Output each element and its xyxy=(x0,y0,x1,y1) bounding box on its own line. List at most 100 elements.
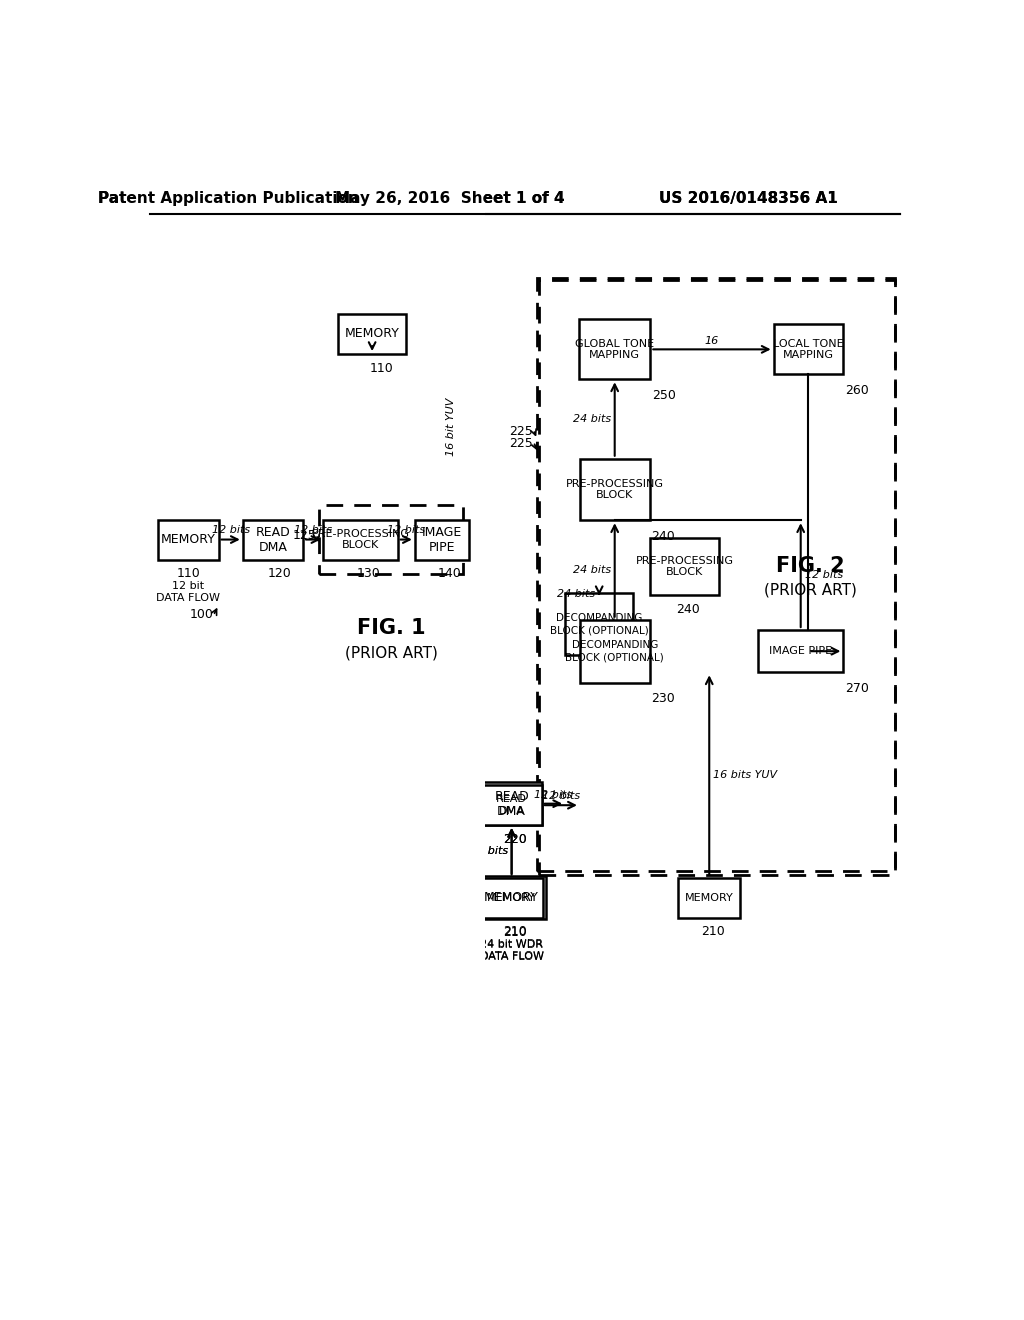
Text: 260: 260 xyxy=(845,384,868,396)
Text: 16 bit YUV: 16 bit YUV xyxy=(445,397,456,455)
Bar xyxy=(128,158,484,1006)
Text: 230: 230 xyxy=(651,692,675,705)
Text: 24 bit WDR
DATA FLOW: 24 bit WDR DATA FLOW xyxy=(479,940,544,962)
Text: 110: 110 xyxy=(176,568,201,581)
Text: 200: 200 xyxy=(453,744,477,758)
Text: 240: 240 xyxy=(677,603,700,616)
Text: 125: 125 xyxy=(293,529,316,543)
Text: US 2016/0148356 A1: US 2016/0148356 A1 xyxy=(658,191,838,206)
Bar xyxy=(580,459,649,520)
Bar xyxy=(319,506,463,574)
Text: 12 bits: 12 bits xyxy=(387,525,425,535)
Text: IMAGE PIPE: IMAGE PIPE xyxy=(769,647,833,656)
Text: FIG. 2: FIG. 2 xyxy=(776,557,845,577)
Bar xyxy=(415,520,469,560)
Bar xyxy=(773,325,844,375)
Text: 120: 120 xyxy=(267,568,291,581)
Bar xyxy=(579,319,650,379)
Text: 220: 220 xyxy=(504,833,527,846)
Text: PRE-PROCESSING
BLOCK: PRE-PROCESSING BLOCK xyxy=(311,529,410,550)
Text: 24 bit WDR
DATA FLOW: 24 bit WDR DATA FLOW xyxy=(479,940,544,961)
Text: MEMORY: MEMORY xyxy=(484,891,539,904)
Text: 12 bit
DATA FLOW: 12 bit DATA FLOW xyxy=(157,581,220,603)
Text: 12 bits: 12 bits xyxy=(211,525,249,536)
Text: MEMORY: MEMORY xyxy=(345,327,399,341)
Text: MEMORY: MEMORY xyxy=(161,533,216,546)
Text: 110: 110 xyxy=(370,362,393,375)
Text: 12 bits: 12 bits xyxy=(470,846,508,857)
Text: DECOMPANDING
BLOCK (OPTIONAL): DECOMPANDING BLOCK (OPTIONAL) xyxy=(550,614,648,635)
Text: 24 bits: 24 bits xyxy=(572,414,611,424)
Bar xyxy=(565,594,633,655)
Text: 220: 220 xyxy=(504,833,527,846)
Bar xyxy=(580,619,649,682)
Bar xyxy=(243,520,303,560)
Text: PRE-PROCESSING
BLOCK: PRE-PROCESSING BLOCK xyxy=(636,556,733,577)
Text: 16 bits YUV: 16 bits YUV xyxy=(713,770,777,780)
Text: READ
DMA: READ DMA xyxy=(256,525,290,553)
Text: 240: 240 xyxy=(651,529,675,543)
Text: 12 bits: 12 bits xyxy=(470,846,508,855)
Bar xyxy=(317,499,461,573)
Bar xyxy=(477,876,546,919)
Bar xyxy=(650,537,719,595)
Text: 120: 120 xyxy=(263,568,287,581)
Bar xyxy=(480,878,543,917)
Text: 140: 140 xyxy=(425,568,449,581)
Bar xyxy=(481,785,542,825)
Text: 100: 100 xyxy=(187,606,212,619)
Bar xyxy=(321,520,395,560)
Text: 16 bit YUV: 16 bit YUV xyxy=(436,405,446,463)
Text: 16: 16 xyxy=(705,335,719,346)
Bar xyxy=(758,630,844,672)
Text: GLOBAL TONE
MAPPING: GLOBAL TONE MAPPING xyxy=(575,338,654,360)
Text: READ
DMA: READ DMA xyxy=(495,789,529,817)
Bar xyxy=(324,520,397,560)
Text: READ
DMA: READ DMA xyxy=(254,525,289,553)
Text: 12 bits: 12 bits xyxy=(212,525,250,535)
Bar xyxy=(678,878,740,917)
Bar xyxy=(406,520,460,560)
Text: FIG. 1: FIG. 1 xyxy=(357,618,426,638)
Text: Patent Application Publication: Patent Application Publication xyxy=(98,191,359,206)
Text: 12 bits: 12 bits xyxy=(292,525,331,536)
Text: MEMORY: MEMORY xyxy=(161,533,216,546)
Text: 12 bits: 12 bits xyxy=(294,525,332,535)
Text: PRE-PROCESSING
BLOCK: PRE-PROCESSING BLOCK xyxy=(309,529,408,550)
Text: 210: 210 xyxy=(701,925,725,939)
Bar xyxy=(338,314,407,354)
Bar xyxy=(481,783,542,825)
Text: 210: 210 xyxy=(504,925,527,939)
Bar xyxy=(159,520,219,560)
Bar xyxy=(159,520,219,560)
Text: Patent Application Publication: Patent Application Publication xyxy=(98,191,359,206)
Bar xyxy=(538,277,895,871)
Text: 230: 230 xyxy=(591,663,615,676)
Text: 250: 250 xyxy=(652,388,676,401)
Text: 130: 130 xyxy=(350,568,374,581)
Text: 110: 110 xyxy=(176,568,201,581)
Text: DECOMPANDING
BLOCK (OPTIONAL): DECOMPANDING BLOCK (OPTIONAL) xyxy=(565,640,665,663)
Text: 12 bits: 12 bits xyxy=(542,792,580,801)
Text: 12 bits: 12 bits xyxy=(805,570,843,581)
Text: 270: 270 xyxy=(845,681,868,694)
Text: 200: 200 xyxy=(452,751,475,764)
Text: 24 bits: 24 bits xyxy=(557,590,595,599)
Text: 125: 125 xyxy=(290,519,314,532)
Text: IMAGE
PIPE: IMAGE PIPE xyxy=(413,525,453,553)
Text: PRE-PROCESSING
BLOCK: PRE-PROCESSING BLOCK xyxy=(565,479,664,500)
Text: 24 bits: 24 bits xyxy=(572,565,611,576)
Text: IMAGE
PIPE: IMAGE PIPE xyxy=(422,525,462,553)
Text: 210: 210 xyxy=(504,927,527,940)
Text: 140: 140 xyxy=(437,568,462,581)
Text: 225: 225 xyxy=(510,425,534,438)
Text: MEMORY: MEMORY xyxy=(345,327,399,341)
Text: May 26, 2016  Sheet 1 of 4: May 26, 2016 Sheet 1 of 4 xyxy=(335,191,564,206)
Text: US 2016/0148356 A1: US 2016/0148356 A1 xyxy=(658,191,838,206)
Text: May 26, 2016  Sheet 1 of 4: May 26, 2016 Sheet 1 of 4 xyxy=(335,191,564,206)
Text: 110: 110 xyxy=(367,362,390,375)
Bar xyxy=(338,314,407,354)
Bar xyxy=(241,520,302,560)
Text: 12 bits: 12 bits xyxy=(381,525,420,536)
Text: (PRIOR ART): (PRIOR ART) xyxy=(345,645,438,660)
